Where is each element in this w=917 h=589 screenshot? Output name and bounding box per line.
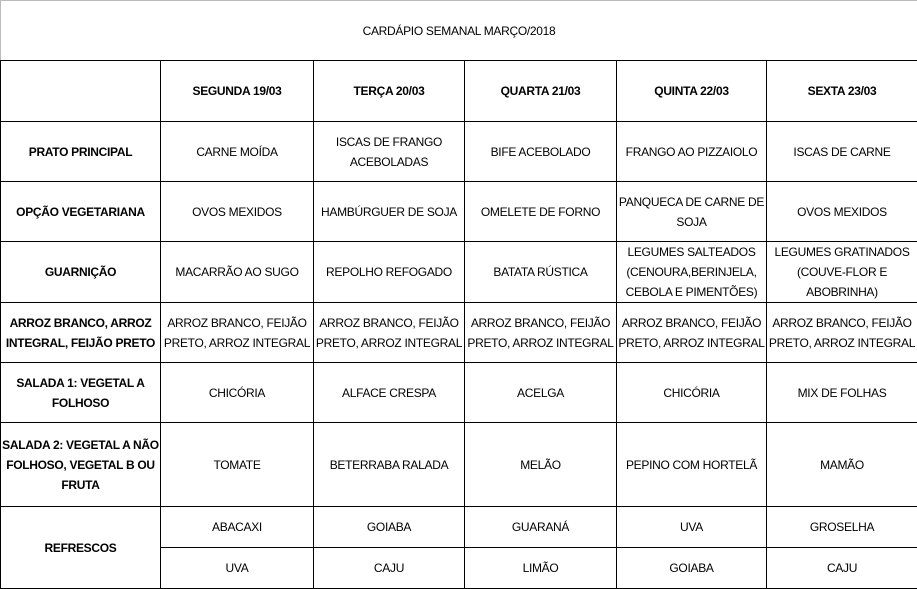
menu-cell: PEPINO COM HORTELÃ (617, 423, 767, 507)
drink-cell: UVA (617, 507, 767, 548)
menu-title: CARDÁPIO SEMANAL MARÇO/2018 (1, 1, 917, 61)
row-label: PRATO PRINCIPAL (1, 122, 161, 182)
menu-cell: ARROZ BRANCO, FEIJÃO PRETO, ARROZ INTEGR… (161, 303, 314, 363)
row-label: OPÇÃO VEGETARIANA (1, 182, 161, 242)
menu-cell: ARROZ BRANCO, FEIJÃO PRETO, ARROZ INTEGR… (767, 303, 917, 363)
corner-cell (1, 61, 161, 122)
row-label: SALADA 1: VEGETAL A FOLHOSO (1, 363, 161, 423)
menu-cell: BIFE ACEBOLADO (465, 122, 617, 182)
day-header: SEXTA 23/03 (767, 61, 917, 122)
menu-cell: ACELGA (465, 363, 617, 423)
table-row: ARROZ BRANCO, ARROZ INTEGRAL, FEIJÃO PRE… (1, 303, 917, 363)
menu-cell: ALFACE CRESPA (314, 363, 465, 423)
menu-cell: OVOS MEXIDOS (767, 182, 917, 242)
day-header: QUINTA 22/03 (617, 61, 767, 122)
table-row: SALADA 2: VEGETAL A NÃO FOLHOSO, VEGETAL… (1, 423, 917, 507)
menu-cell: MELÃO (465, 423, 617, 507)
row-label: SALADA 2: VEGETAL A NÃO FOLHOSO, VEGETAL… (1, 423, 161, 507)
menu-cell: MACARRÃO AO SUGO (161, 242, 314, 303)
menu-cell: ISCAS DE FRANGO ACEBOLADAS (314, 122, 465, 182)
menu-cell: BETERRABA RALADA (314, 423, 465, 507)
menu-cell: OMELETE DE FORNO (465, 182, 617, 242)
menu-cell: REPOLHO REFOGADO (314, 242, 465, 303)
drink-cell: ABACAXI (161, 507, 314, 548)
header-row: SEGUNDA 19/03 TERÇA 20/03 QUARTA 21/03 Q… (1, 61, 917, 122)
menu-cell: MAMÃO (767, 423, 917, 507)
menu-cell: CARNE MOÍDA (161, 122, 314, 182)
menu-cell: MIX DE FOLHAS (767, 363, 917, 423)
menu-cell: PANQUECA DE CARNE DE SOJA (617, 182, 767, 242)
menu-cell: ARROZ BRANCO, FEIJÃO PRETO, ARROZ INTEGR… (465, 303, 617, 363)
menu-cell: LEGUMES GRATINADOS (COUVE-FLOR E ABOBRIN… (767, 242, 917, 303)
drink-cell: GOIABA (314, 507, 465, 548)
menu-cell: ISCAS DE CARNE (767, 122, 917, 182)
row-label: ARROZ BRANCO, ARROZ INTEGRAL, FEIJÃO PRE… (1, 303, 161, 363)
menu-cell: CHICÓRIA (617, 363, 767, 423)
menu-cell: CHICÓRIA (161, 363, 314, 423)
menu-cell: ARROZ BRANCO, FEIJÃO PRETO, ARROZ INTEGR… (617, 303, 767, 363)
menu-cell: HAMBÚRGUER DE SOJA (314, 182, 465, 242)
menu-cell: FRANGO AO PIZZAIOLO (617, 122, 767, 182)
row-label: REFRESCOS (1, 507, 161, 589)
drink-cell: GUARANÁ (465, 507, 617, 548)
row-label: GUARNIÇÃO (1, 242, 161, 303)
day-header: QUARTA 21/03 (465, 61, 617, 122)
drink-cell: CAJU (314, 548, 465, 589)
menu-cell: LEGUMES SALTEADOS (CENOURA,BERINJELA, CE… (617, 242, 767, 303)
menu-cell: TOMATE (161, 423, 314, 507)
day-header: SEGUNDA 19/03 (161, 61, 314, 122)
drink-cell: GROSELHA (767, 507, 917, 548)
day-header: TERÇA 20/03 (314, 61, 465, 122)
drink-cell: UVA (161, 548, 314, 589)
drink-cell: CAJU (767, 548, 917, 589)
drink-cell: GOIABA (617, 548, 767, 589)
menu-cell: BATATA RÚSTICA (465, 242, 617, 303)
menu-cell: OVOS MEXIDOS (161, 182, 314, 242)
drink-cell: LIMÃO (465, 548, 617, 589)
menu-cell: ARROZ BRANCO, FEIJÃO PRETO, ARROZ INTEGR… (314, 303, 465, 363)
